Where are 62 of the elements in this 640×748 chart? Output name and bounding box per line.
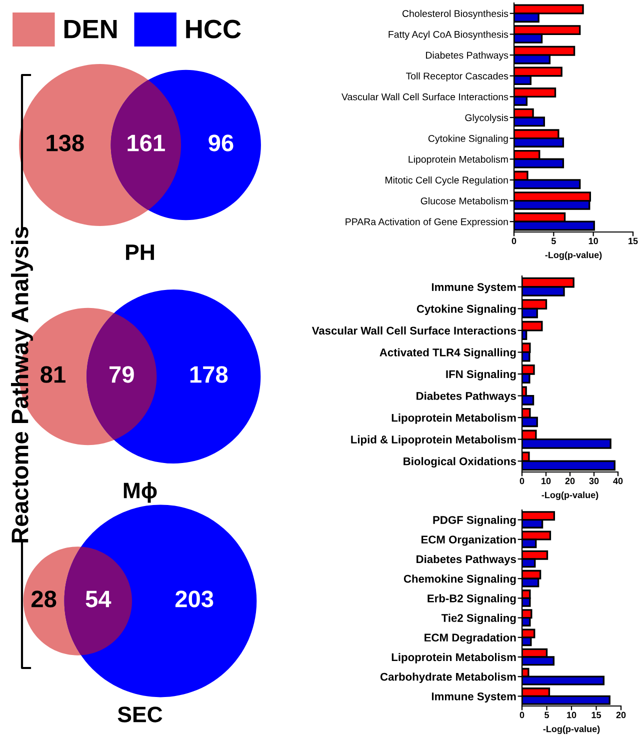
y-tick-label: Immune System [432,692,516,703]
text: SEC [118,706,162,722]
y-tick-label: Fatty Acyl CoA Biosynthesis [388,30,508,40]
x-tick-label: 5 [551,238,556,244]
y-tick-label: Carbohydrate Metabolism [380,672,516,683]
x-tick-label: 10 [542,478,551,484]
x-axis-title: -Log(p-value) [543,726,600,734]
data-label: 96 [208,134,234,152]
y-tick-label: ECM Organization [422,535,516,546]
y-tick-label: Mitotic Cell Cycle Regulation [386,176,508,186]
y-tick-label: Immune System [432,283,516,294]
y-tick-label: Biological Oxidations [404,457,516,468]
data-label: 138 [46,134,84,152]
y-tick-label: Activated TLR4 Signalling [380,348,516,359]
x-tick-label: 10 [567,712,576,718]
y-tick-label: PDGF Signaling [433,516,516,526]
y-tick-label: IFN Signaling [446,370,516,380]
y-tick-label: Diabetes Pathways [416,554,516,566]
x-tick-label: 10 [588,238,598,244]
x-axis-title: -Log(p-value) [545,252,602,260]
y-tick-label: Vascular Wall Cell Surface Interactions [342,93,508,100]
y-tick-label: Diabetes Pathways [416,392,516,402]
y-tick-label: Cytokine Signaling [428,134,508,144]
x-tick-label: 20 [616,712,626,718]
text: Reactome Pathway Analysis [10,226,34,542]
text: PH [126,244,154,260]
data-label: 161 [128,134,165,152]
x-tick-label: 20 [565,478,575,484]
x-tick-label: 15 [592,712,602,718]
y-tick-label: Erb-B2 Signaling [428,594,516,605]
y-tick-label: Lipoprotein Metabolism [408,156,508,165]
x-tick-label: 0 [520,712,524,718]
y-tick-label: Cholesterol Biosynthesis [402,10,508,19]
x-axis-title: -Log(p-value) [542,492,598,500]
text: Mϕ [124,482,157,503]
y-tick-label: Chemokine Signaling [404,574,516,585]
x-tick-label: 5 [544,712,550,718]
legend-label: DEN [64,20,117,38]
x-tick-label: 40 [613,478,623,484]
data-label: 178 [190,366,228,383]
data-label: 81 [40,366,66,383]
data-label: 28 [32,590,56,608]
y-tick-label: Glycolysis [465,114,508,124]
y-tick-label: Cytokine Signaling [416,304,516,316]
data-label: 54 [86,590,112,608]
y-tick-label: Vascular Wall Cell Surface Interactions [312,326,516,335]
y-tick-label: PPARa Activation of Gene Expression [346,218,508,228]
y-tick-label: Lipoprotein Metabolism [392,652,516,664]
y-tick-label: Glucose Metabolism [420,197,508,204]
legend-label: HCC [186,20,241,38]
y-tick-label: Lipoprotein Metabolism [392,414,516,424]
data-label: 79 [110,366,134,383]
x-tick-label: 15 [628,238,638,244]
x-tick-label: 30 [589,478,599,484]
x-tick-label: 0 [512,238,516,244]
x-tick-label: 0 [520,478,524,484]
y-tick-label: ECM Degradation [424,633,516,644]
data-label: 203 [175,590,214,608]
y-tick-label: Toll Receptor Cascades [406,72,508,82]
y-tick-label: Tie2 Signaling [441,614,516,624]
y-tick-label: Diabetes Pathways [426,52,508,61]
y-tick-label: Lipid & Lipoprotein Metabolism [351,435,516,446]
